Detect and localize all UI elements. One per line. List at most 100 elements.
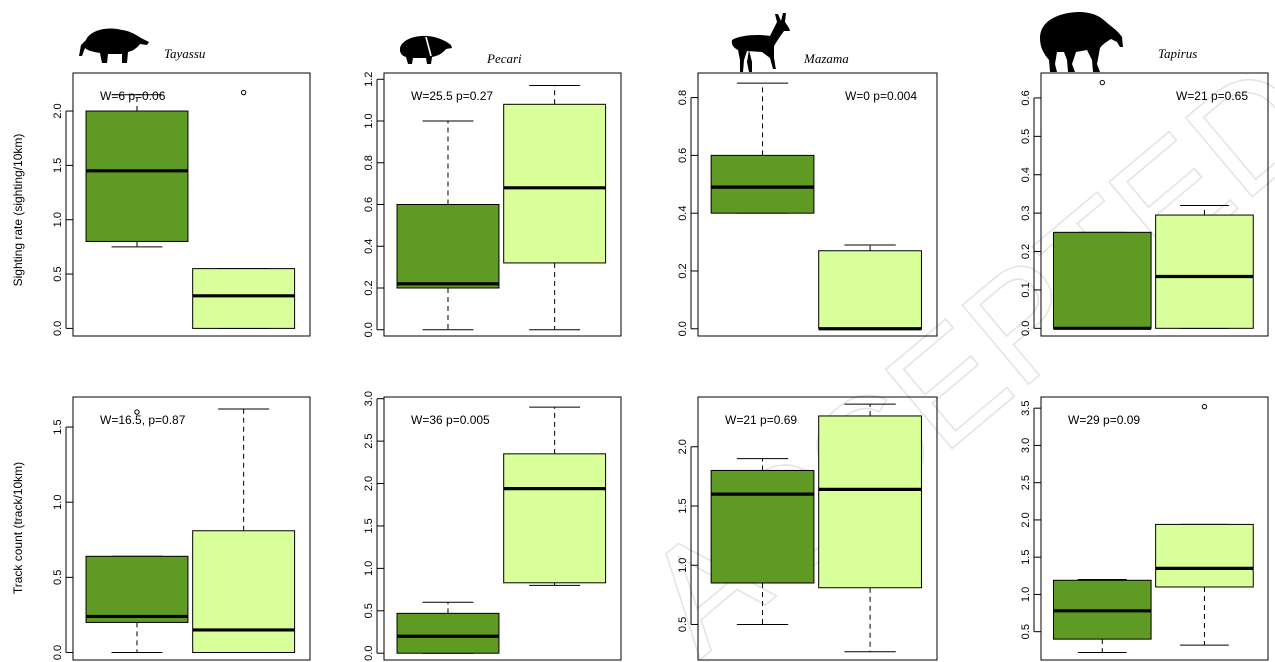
y-tick-label: 1.5 (677, 498, 689, 513)
taxon-name: Mazama (803, 51, 849, 66)
test-statistic-annotation: W=6 p=0.06 (100, 89, 166, 103)
y-tick-label: 1.5 (52, 158, 64, 173)
collared-peccary-silhouette-icon (400, 35, 452, 64)
test-statistic-annotation: W=25.5 p=0.27 (411, 89, 493, 103)
y-tick-label: 2.0 (363, 476, 375, 491)
y-tick-label: 0.2 (1020, 244, 1032, 259)
y-tick-label: 0.5 (52, 266, 64, 281)
box-group-2 (1155, 204, 1254, 329)
y-tick-label: 0.0 (363, 646, 375, 661)
y-tick-label: 0.4 (1020, 167, 1032, 182)
y-tick-label: 0.0 (677, 321, 689, 336)
boxplot-panel: 0.0 0.2 0.4 0.6 0.8 1.0 1.2 W=25.5 p=0.27 (363, 72, 622, 337)
y-label-sighting: Sighting rate (sighting/10km) (11, 134, 25, 287)
y-tick-label: 0.5 (677, 617, 689, 632)
box-group-1 (396, 120, 500, 331)
panels: 0.0 0.5 1.0 1.5 2.0 W=6 p=0.06 0.0 0.2 0.4 0.6 0.8… (52, 72, 1269, 661)
outlier-point (240, 89, 247, 96)
iqr-box (85, 110, 189, 242)
iqr-box (396, 204, 500, 289)
box-group-1 (85, 94, 189, 248)
y-tick-label: 1.5 (1020, 550, 1032, 565)
iqr-box (1155, 523, 1254, 588)
iqr-box (192, 530, 296, 653)
y-tick-label: 1.2 (363, 72, 375, 87)
y-label-track: Track count (track/10km) (11, 462, 25, 594)
boxplot-panel: 0.5 1.0 1.5 2.0 W=21 p=0.69 (677, 396, 938, 661)
tapir-silhouette-icon (1040, 12, 1123, 72)
brocket-deer-silhouette-icon (731, 13, 790, 72)
box-group-2 (192, 89, 296, 329)
y-tick-label: 1.0 (363, 113, 375, 128)
y-tick-label: 1.0 (677, 558, 689, 573)
box-group-1 (1052, 79, 1152, 330)
y-tick-label: 1.5 (52, 419, 64, 434)
iqr-box (396, 612, 500, 654)
iqr-box (818, 415, 922, 589)
test-statistic-annotation: W=21 p=0.65 (1176, 89, 1248, 103)
y-tick-label: 0.3 (1020, 205, 1032, 220)
boxplot-panel: 0.0 0.5 1.0 1.5 W=16.5, p=0.87 (52, 396, 311, 661)
iqr-box (1052, 231, 1152, 329)
test-statistic-annotation: W=29 p=0.09 (1068, 413, 1140, 427)
box-group-1 (396, 601, 500, 654)
plot-frame (1040, 72, 1269, 337)
y-tick-label: 0.6 (677, 148, 689, 163)
test-statistic-annotation: W=21 p=0.69 (725, 413, 797, 427)
plot-frame (72, 72, 311, 337)
y-tick-label: 0.5 (1020, 624, 1032, 639)
boxplot-panel: 0.0 0.2 0.4 0.6 0.8 W=0 p=0.004 (677, 72, 938, 337)
plot-frame (697, 72, 938, 337)
y-tick-label: 0.6 (363, 197, 375, 212)
iqr-box (818, 250, 922, 330)
y-tick-label: 0.6 (1020, 90, 1032, 105)
plot-frame (1040, 396, 1269, 661)
taxon-name: Tayassu (164, 46, 206, 61)
iqr-box (85, 555, 189, 623)
y-tick-label: 0.0 (52, 321, 64, 336)
y-tick-label: 2.5 (1020, 475, 1032, 490)
y-tick-label: 2.0 (1020, 512, 1032, 527)
y-tick-label: 0.4 (363, 239, 375, 254)
y-tick-label: 0.1 (1020, 282, 1032, 297)
y-tick-label: 0.4 (677, 206, 689, 221)
y-tick-label: 0.2 (677, 263, 689, 278)
iqr-box (1155, 214, 1254, 329)
box-group-2 (1155, 403, 1254, 646)
boxplot-panel: 0.5 1.0 1.5 2.0 2.5 3.0 3.5 W=29 p=0.09 (1020, 396, 1269, 661)
taxon-name: Tapirus (1158, 46, 1197, 61)
box-group-2 (503, 85, 607, 331)
y-tick-label: 1.0 (363, 561, 375, 576)
y-tick-label: 1.5 (363, 518, 375, 533)
test-statistic-annotation: W=0 p=0.004 (845, 89, 917, 103)
plot-frame (72, 396, 311, 661)
plot-frame (383, 396, 622, 661)
test-statistic-annotation: W=16.5, p=0.87 (100, 413, 186, 427)
y-tick-label: 0.8 (363, 155, 375, 170)
y-tick-label: 3.5 (1020, 401, 1032, 416)
plot-frame (697, 396, 938, 661)
test-statistic-annotation: W=36 p=0.005 (411, 413, 490, 427)
box-group-1 (710, 458, 815, 625)
iqr-box (710, 154, 815, 214)
box-group-1 (1052, 579, 1152, 654)
y-tick-label: 0.0 (52, 645, 64, 660)
outlier-point (1201, 403, 1208, 410)
y-tick-label: 1.0 (1020, 587, 1032, 602)
y-tick-label: 0.5 (1020, 129, 1032, 144)
y-tick-label: 2.0 (677, 439, 689, 454)
boxplot-panel: 0.0 0.1 0.2 0.3 0.4 0.5 0.6 W=21 p=0.65 (1020, 72, 1269, 337)
boxplot-panel: 0.0 0.5 1.0 1.5 2.0 W=6 p=0.06 (52, 72, 311, 337)
box-group-1 (85, 409, 189, 653)
y-tick-label: 0.0 (363, 322, 375, 337)
outlier-point (134, 409, 140, 415)
box-group-2 (818, 244, 922, 331)
y-tick-label: 1.0 (52, 212, 64, 227)
iqr-box (710, 469, 815, 584)
y-tick-label: 2.0 (52, 103, 64, 118)
iqr-box (503, 453, 607, 584)
iqr-box (192, 268, 296, 329)
boxplot-panel: 0.0 0.5 1.0 1.5 2.0 2.5 3.0 W=36 p=0.005 (363, 391, 622, 661)
box-group-1 (710, 82, 815, 214)
